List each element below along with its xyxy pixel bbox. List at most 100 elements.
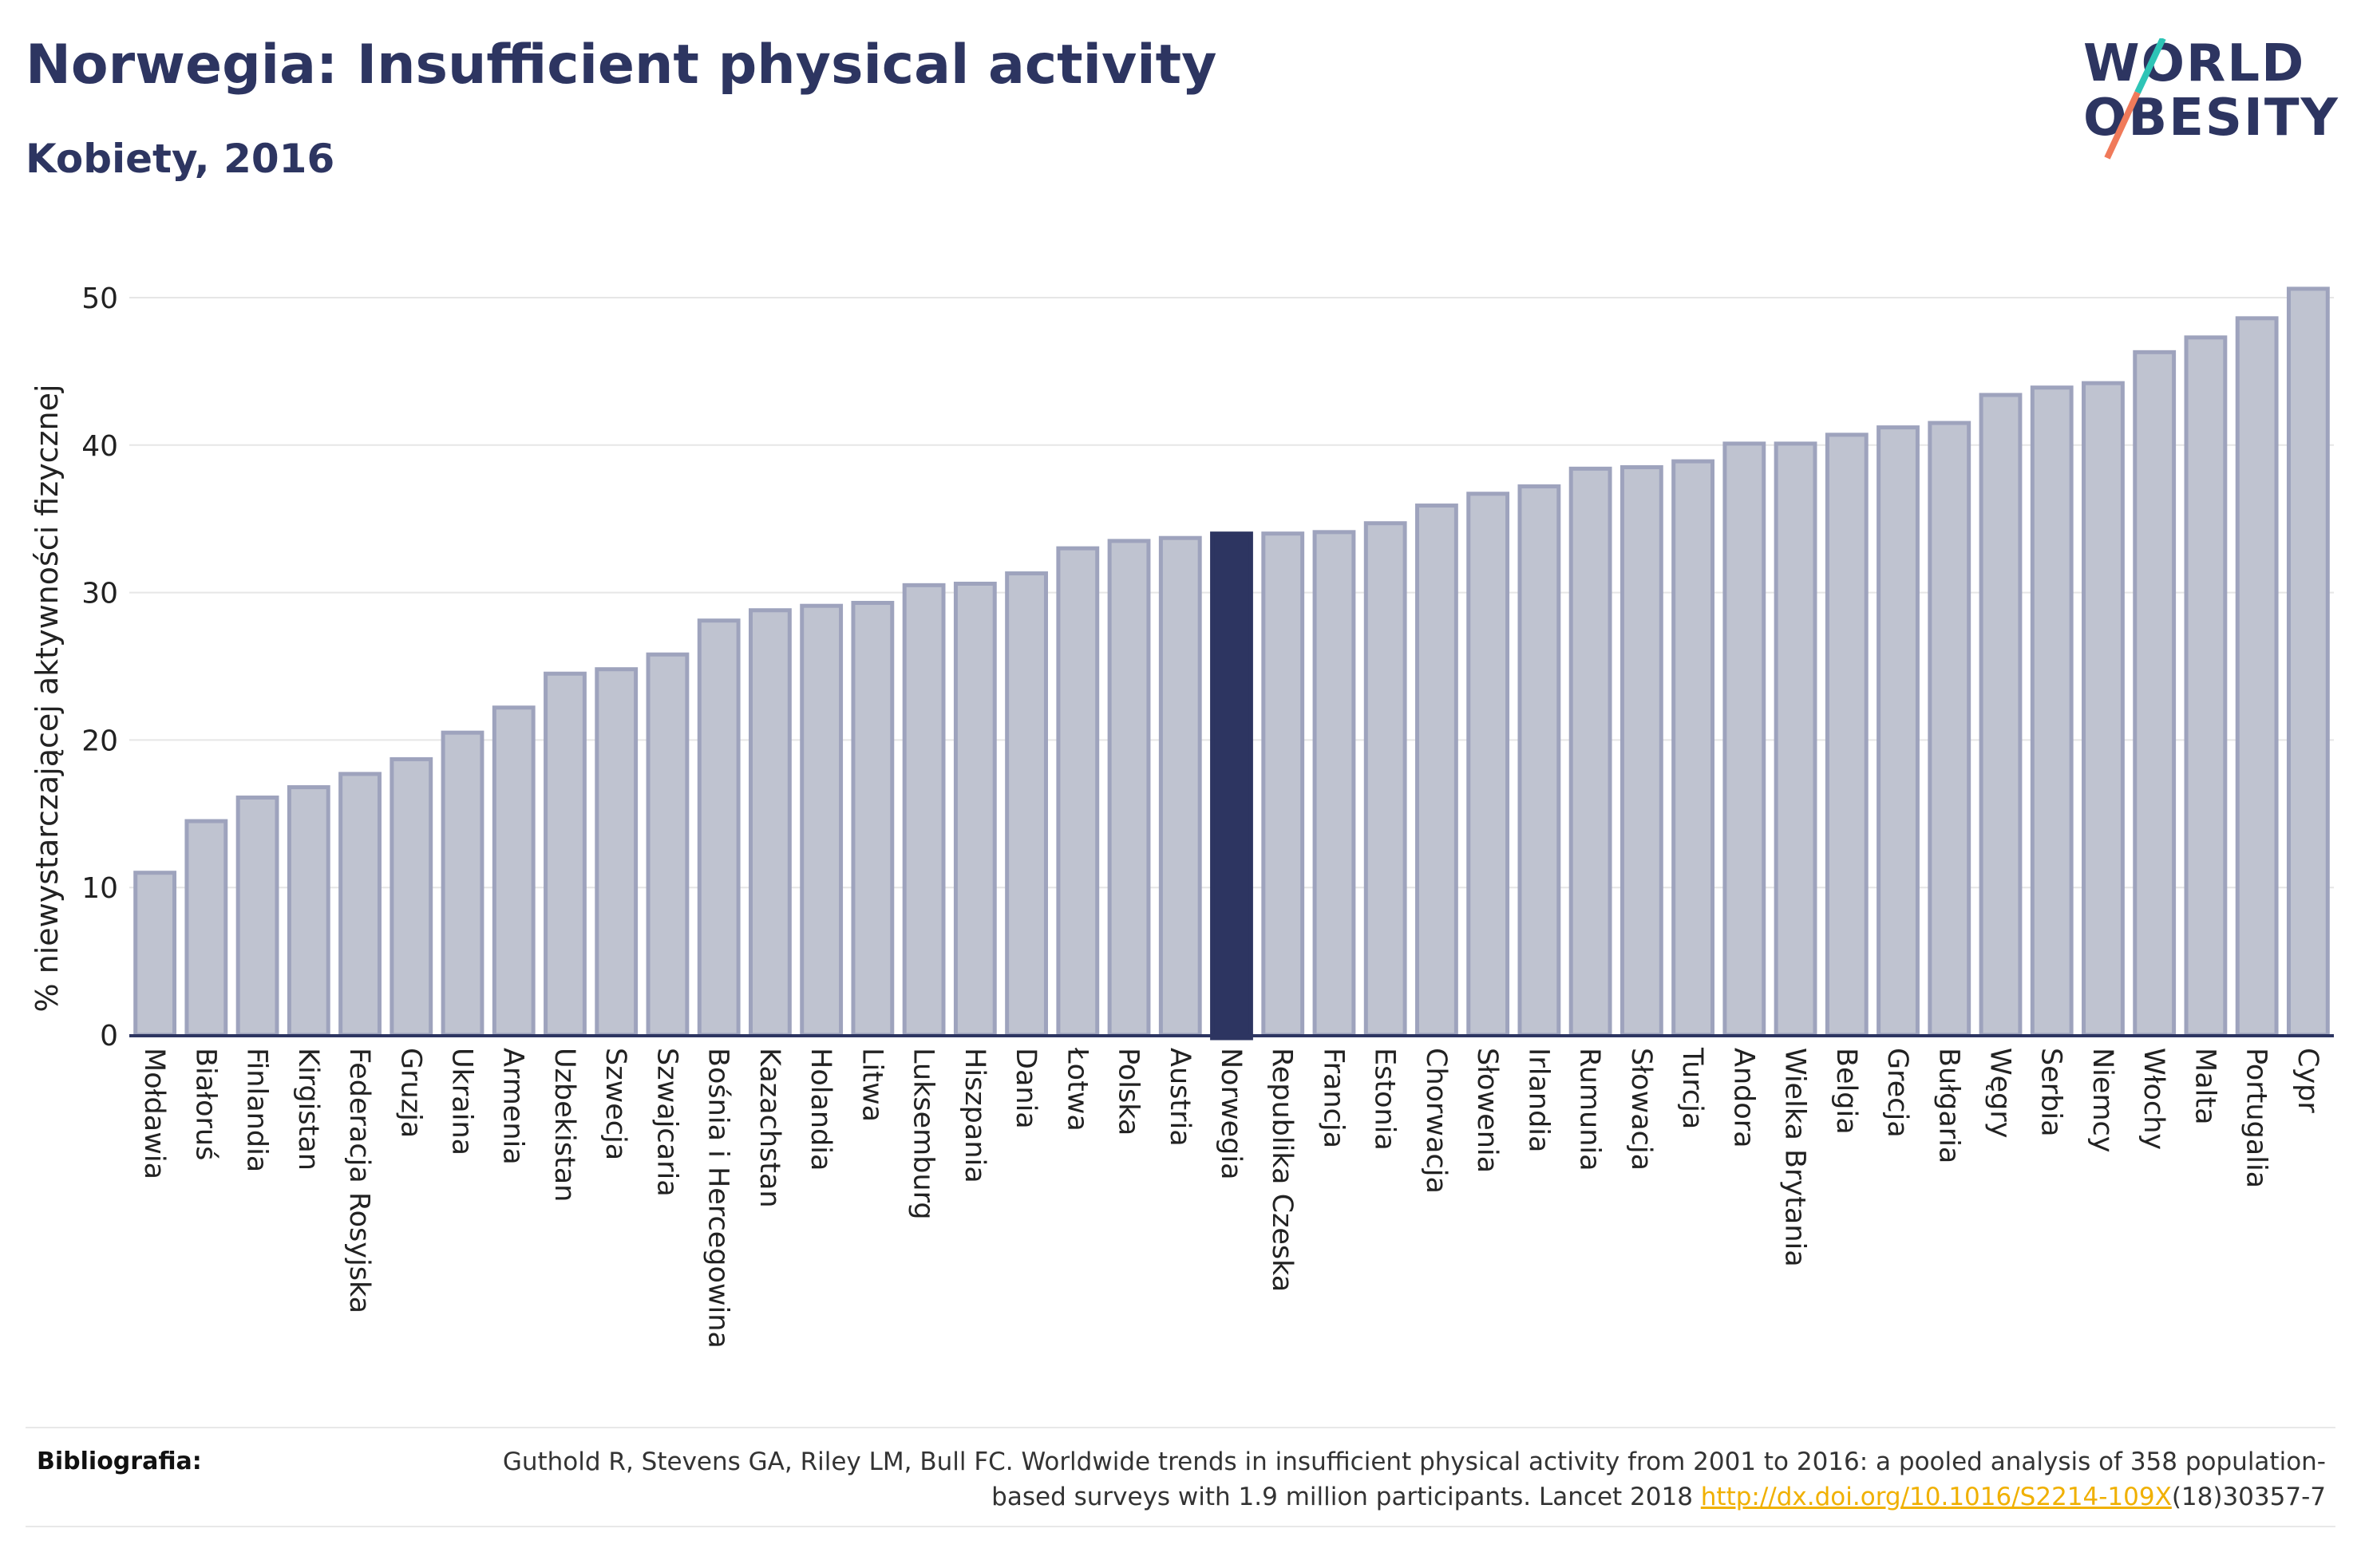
bar-niemcy[interactable] [2082, 381, 2125, 1037]
x-tick-label: Andora [1727, 1048, 1759, 1148]
x-tick-label: Finlandia [241, 1048, 273, 1172]
x-tick-label: Estonia [1369, 1048, 1401, 1151]
bar-szwajcaria[interactable] [646, 652, 690, 1037]
bar-słowacja[interactable] [1619, 464, 1663, 1037]
bar-białoruś[interactable] [184, 819, 228, 1037]
bar-polska[interactable] [1107, 539, 1151, 1037]
x-tick-label: Francja [1317, 1048, 1349, 1148]
bar-grecja[interactable] [1877, 425, 1920, 1037]
x-tick-label: Ukraina [446, 1048, 478, 1155]
x-tick-label: Łotwa [1061, 1047, 1093, 1132]
bar-hiszpania[interactable] [953, 581, 997, 1037]
bar-norwegia[interactable] [1210, 531, 1253, 1041]
bar-łotwa[interactable] [1056, 546, 1100, 1037]
x-tick-label: Luksemburg [908, 1048, 939, 1220]
x-tick-label: Szwajcaria [651, 1048, 682, 1197]
y-axis-label: % niewystarczającej aktywności fizycznej [30, 384, 65, 1012]
bars [133, 286, 2330, 1041]
bar-irlandia[interactable] [1517, 484, 1561, 1037]
bar-luksemburg[interactable] [902, 583, 946, 1037]
bar-andora[interactable] [1722, 441, 1766, 1037]
bar-belgia[interactable] [1825, 432, 1869, 1037]
x-tick-label: Hiszpania [959, 1048, 991, 1183]
x-tick-label: Polska [1113, 1048, 1145, 1136]
x-tick-label: Litwa [856, 1048, 888, 1122]
x-tick-label: Słowacja [1625, 1048, 1657, 1171]
x-tick-label: Armenia [497, 1048, 529, 1165]
bar-uzbekistan[interactable] [544, 671, 587, 1037]
bibliography-doi-suffix: (18)30357-7 [2171, 1483, 2326, 1511]
bar-turcja[interactable] [1671, 459, 1715, 1037]
x-tick-label: Belgia [1830, 1048, 1862, 1135]
x-tick-label: Węgry [1983, 1048, 2015, 1138]
y-tick-label: 50 [81, 282, 118, 315]
x-tick-label: Niemcy [2086, 1048, 2118, 1153]
bar-kirgistan[interactable] [287, 785, 330, 1037]
y-tick-label: 40 [81, 430, 118, 463]
bar-chorwacja[interactable] [1415, 504, 1458, 1037]
chart-subtitle: Kobiety, 2016 [26, 136, 335, 182]
x-tick-label: Gruzja [394, 1048, 426, 1138]
x-tick-label: Chorwacja [1420, 1048, 1452, 1194]
bar-kazachstan[interactable] [748, 608, 792, 1037]
y-tick-label: 30 [81, 578, 118, 610]
x-tick-label: Bułgaria [1932, 1048, 1964, 1163]
x-tick-label: Irlandia [1522, 1048, 1554, 1152]
x-tick-labels: Mołdawia Białoruś Finlandia Kirgistan Federa… [138, 1047, 2323, 1349]
bar-cypr[interactable] [2286, 286, 2330, 1037]
bar-gruzja[interactable] [390, 756, 433, 1037]
bar-portugalia[interactable] [2235, 316, 2279, 1037]
x-tick-label: Bośnia i Hercegowina [702, 1048, 734, 1349]
x-tick-label: Rumunia [1574, 1048, 1606, 1171]
bar-węgry[interactable] [1979, 393, 2023, 1037]
x-tick-label: Republika Czeska [1266, 1048, 1298, 1292]
bar-dania[interactable] [1005, 571, 1048, 1037]
y-tick-label: 10 [81, 872, 118, 905]
chart-title: Norwegia: Insufficient physical activity [26, 34, 1217, 97]
x-tick-label: Norwegia [1215, 1048, 1247, 1180]
bar-holandia[interactable] [800, 603, 844, 1037]
bar-bośnia-i-hercegowina[interactable] [697, 618, 741, 1037]
bar-rumunia[interactable] [1568, 466, 1612, 1037]
bar-wielka-brytania[interactable] [1774, 441, 1817, 1037]
x-tick-label: Federacja Rosyjska [343, 1048, 375, 1313]
y-tick-label: 0 [100, 1020, 118, 1053]
bar-chart: 0 10 20 30 40 50 Mołdawia Białoruś Finlandia Kir… [30, 282, 2334, 1349]
x-tick-label: Turcja [1676, 1047, 1708, 1129]
x-tick-label: Cypr [2292, 1048, 2323, 1113]
x-tick-label: Serbia [2035, 1048, 2067, 1137]
bar-słowenia[interactable] [1466, 492, 1510, 1037]
x-tick-label: Portugalia [2240, 1048, 2272, 1188]
bar-austria[interactable] [1158, 535, 1202, 1037]
bar-armenia[interactable] [492, 705, 536, 1037]
x-tick-label: Malta [2189, 1048, 2221, 1125]
bar-republika-czeska[interactable] [1261, 531, 1305, 1037]
bibliography-text: Guthold R, Stevens GA, Riley LM, Bull FC… [490, 1444, 2326, 1515]
bar-malta[interactable] [2184, 335, 2228, 1037]
x-tick-label: Uzbekistan [548, 1048, 580, 1202]
bar-szwecja[interactable] [595, 667, 639, 1037]
bar-litwa[interactable] [851, 601, 895, 1037]
x-tick-label: Białoruś [189, 1048, 221, 1160]
y-tick-labels: 0 10 20 30 40 50 [81, 282, 118, 1053]
bar-estonia[interactable] [1363, 521, 1407, 1037]
bar-finlandia[interactable] [235, 795, 279, 1037]
bar-mołdawia[interactable] [133, 871, 177, 1037]
logo-slash-icon [2104, 38, 2166, 160]
x-tick-label: Austria [1164, 1048, 1196, 1147]
bar-serbia[interactable] [2030, 385, 2074, 1037]
bar-francja[interactable] [1312, 530, 1356, 1037]
bar-federacja-rosyjska[interactable] [338, 772, 382, 1037]
x-tick-label: Grecja [1881, 1048, 1913, 1138]
world-obesity-logo: WORLD OBESITY [2083, 38, 2347, 166]
bibliography-doi-link[interactable]: http://dx.doi.org/10.1016/S2214-109X [1700, 1483, 2172, 1511]
x-tick-label: Mołdawia [138, 1048, 170, 1179]
bar-włochy[interactable] [2133, 350, 2177, 1037]
y-tick-label: 20 [81, 725, 118, 757]
x-tick-label: Kazachstan [753, 1048, 785, 1208]
x-tick-label: Dania [1010, 1048, 1042, 1129]
x-tick-label: Słowenia [1471, 1048, 1503, 1173]
bar-bułgaria[interactable] [1928, 421, 1971, 1037]
bar-ukraina[interactable] [441, 730, 484, 1037]
x-tick-label: Kirgistan [292, 1048, 324, 1171]
